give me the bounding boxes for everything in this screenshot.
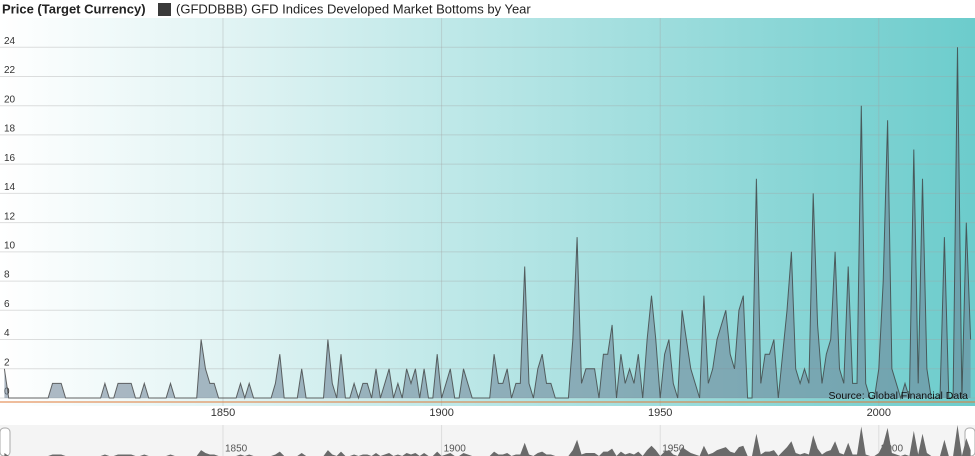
legend-swatch[interactable] xyxy=(158,3,171,16)
y-tick-label: 16 xyxy=(4,153,16,164)
x-tick-label: 1950 xyxy=(648,407,672,419)
chart-title: Price (Target Currency) xyxy=(2,1,146,16)
navigator-tick-label: 1950 xyxy=(662,444,685,455)
y-tick-label: 18 xyxy=(4,124,16,135)
navigator-handle[interactable] xyxy=(0,427,11,456)
x-tick-label: 1900 xyxy=(429,407,453,419)
x-tick-label: 1850 xyxy=(211,407,235,419)
y-tick-label: 14 xyxy=(4,182,16,193)
y-tick-label: 4 xyxy=(4,328,10,339)
legend-label[interactable]: (GFDDBBB) GFD Indices Developed Market B… xyxy=(176,1,531,16)
navigator-tick-label: 1850 xyxy=(225,444,248,455)
y-tick-label: 2 xyxy=(4,357,10,368)
line xyxy=(3,47,972,400)
y-tick-label: 24 xyxy=(4,36,16,47)
y-tick-label: 6 xyxy=(4,299,10,310)
y-tick-label: 20 xyxy=(4,94,16,105)
source-note: Source: Global Financial Data xyxy=(829,390,969,402)
y-tick-label: 8 xyxy=(4,270,10,281)
x-tick-label: 2000 xyxy=(867,407,891,419)
y-tick-label: 22 xyxy=(4,65,16,76)
y-tick-label: 10 xyxy=(4,240,16,251)
y-tick-label: 12 xyxy=(4,211,16,222)
navigator-tick-label: 2000 xyxy=(881,444,904,455)
navigator-tick-label: 1900 xyxy=(444,444,467,455)
